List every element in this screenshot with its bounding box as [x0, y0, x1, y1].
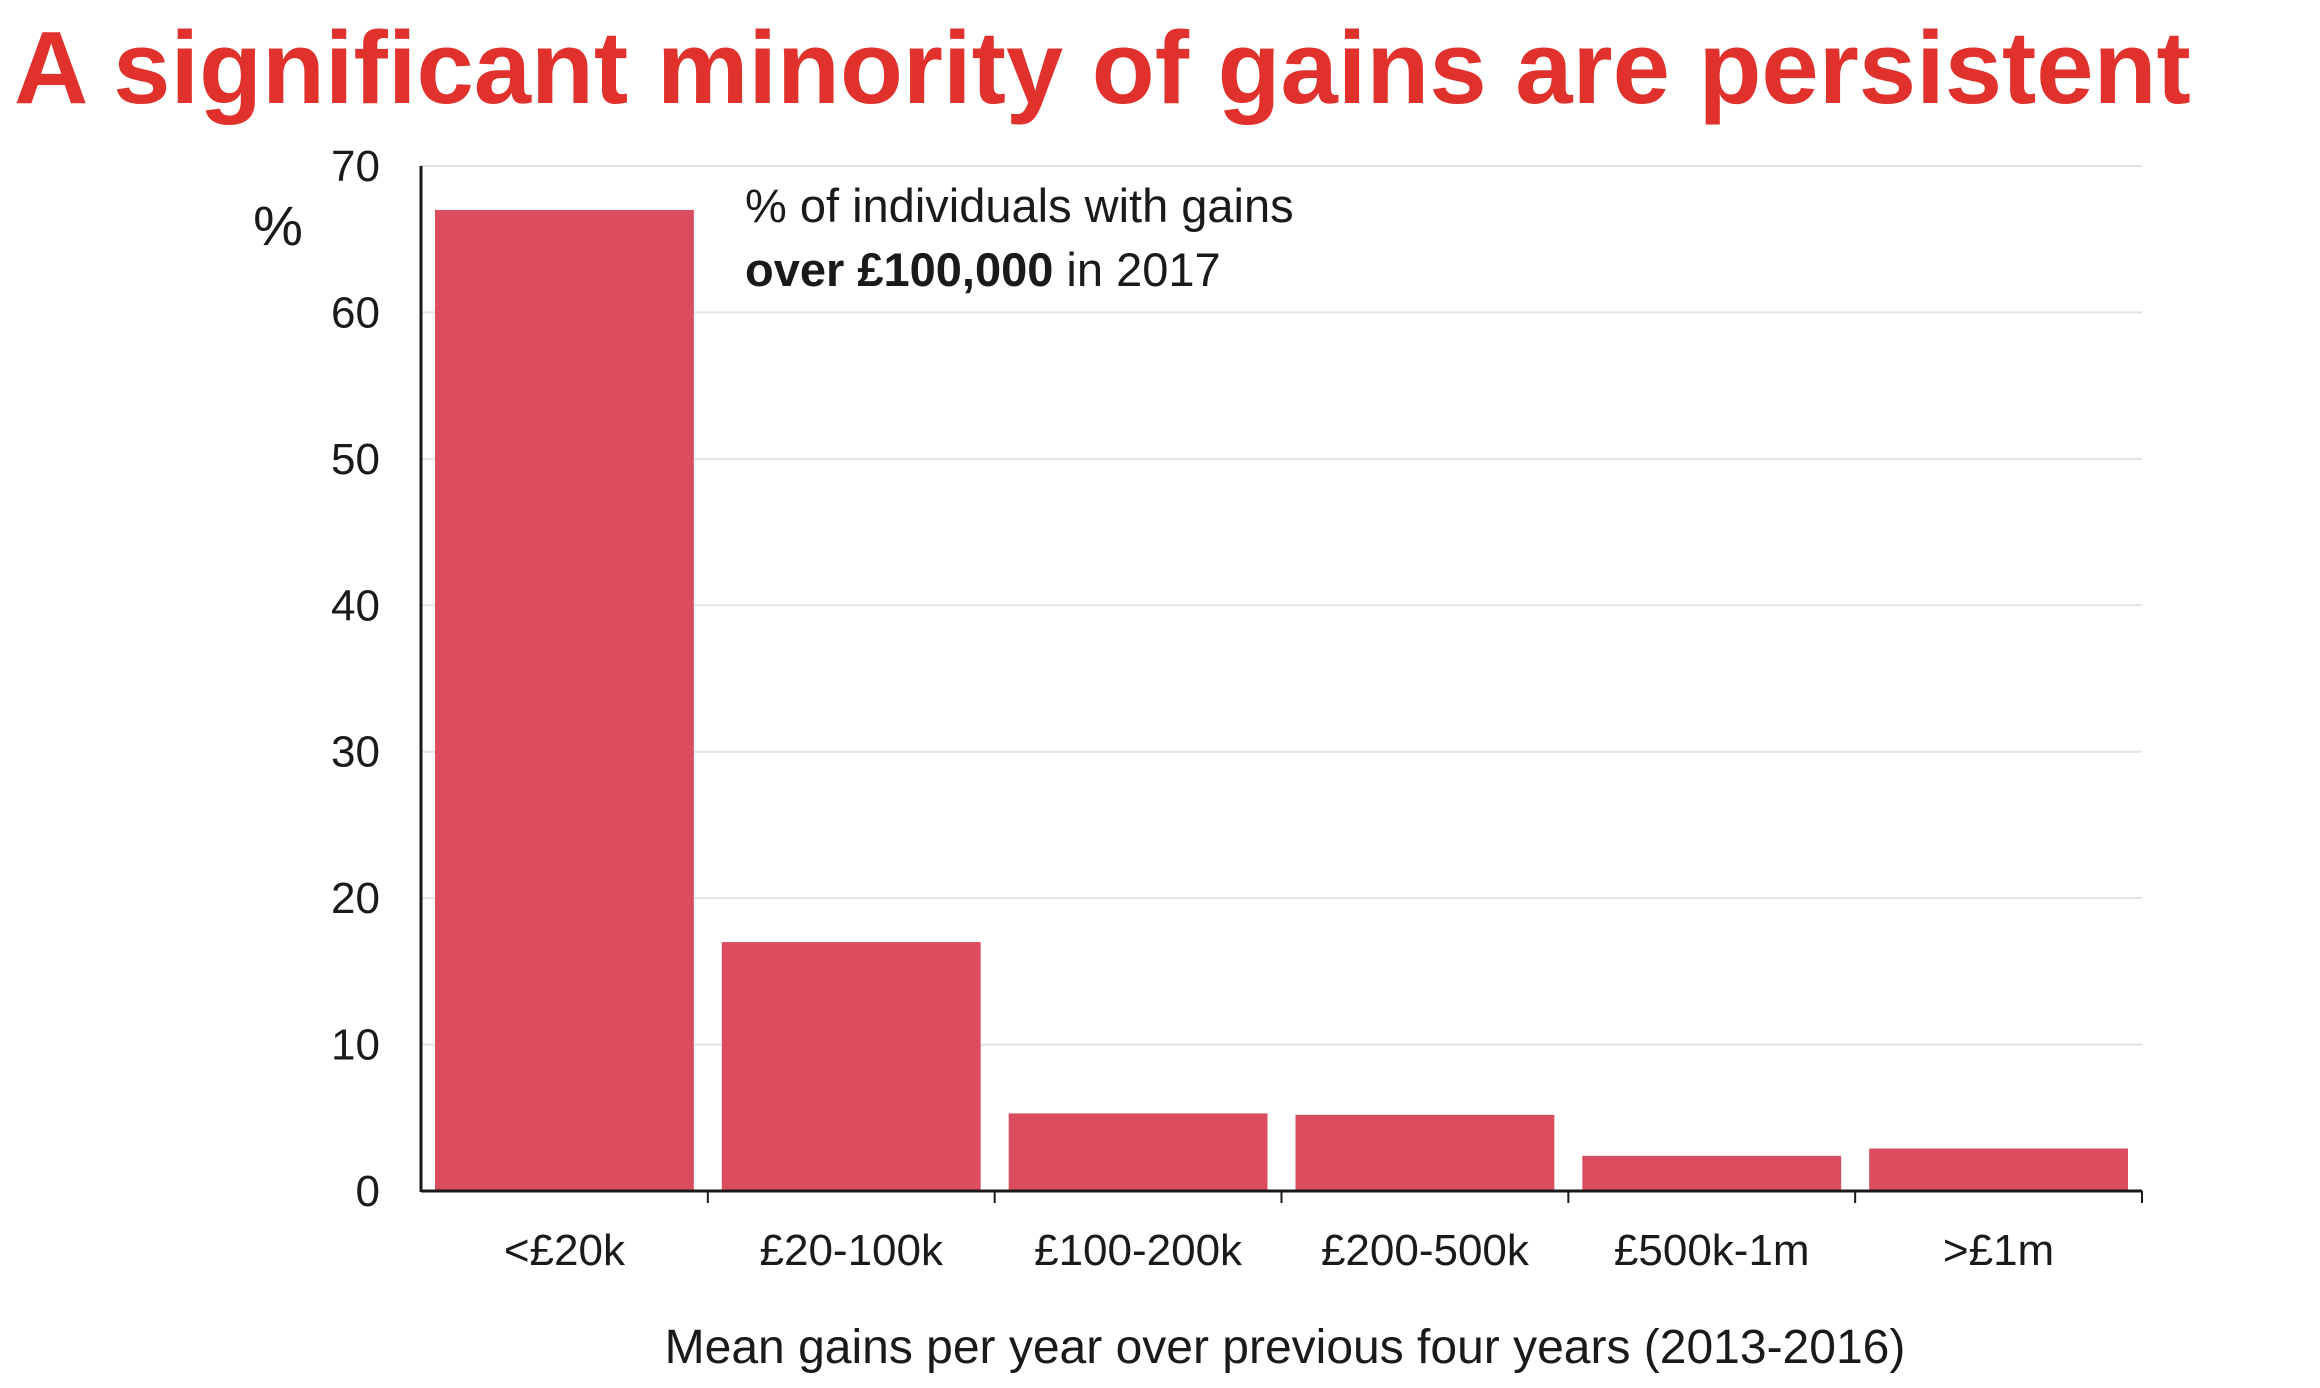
y-tick-label-30: 30 — [331, 728, 380, 777]
annotation-line-1: % of individuals with gains — [745, 179, 1294, 232]
y-tick-labels: 0 10 20 30 40 50 60 70 — [331, 142, 380, 1216]
y-tick-label-20: 20 — [331, 874, 380, 923]
annotation-line-2: over £100,000 in 2017 — [745, 243, 1221, 296]
y-tick-label-60: 60 — [331, 288, 380, 337]
x-axis-title: Mean gains per year over previous four y… — [665, 1321, 1906, 1374]
x-category-label-0: <£20k — [504, 1226, 626, 1275]
gridlines — [421, 165, 2142, 1046]
bar-4 — [1582, 1155, 1842, 1191]
y-tick-label-0: 0 — [356, 1167, 380, 1216]
y-tick-label-40: 40 — [331, 581, 380, 630]
bar-0 — [435, 209, 694, 1191]
bar-3 — [1295, 1114, 1555, 1191]
x-category-label-4: £500k-1m — [1614, 1226, 1810, 1275]
y-axis-label: % — [253, 194, 303, 257]
annotation-bold-text: over £100,000 — [745, 243, 1053, 296]
bar-1 — [721, 942, 981, 1191]
x-category-labels: <£20k £20-100k £100-200k £200-500k £500k-1m >… — [504, 1226, 2054, 1275]
bar-2 — [1008, 1113, 1268, 1191]
y-tick-label-50: 50 — [331, 435, 380, 484]
axes — [419, 166, 2143, 1203]
y-tick-label-10: 10 — [331, 1021, 380, 1070]
x-category-label-2: £100-200k — [1034, 1226, 1243, 1275]
slide-title: A significant minority of gains are pers… — [14, 10, 2191, 125]
y-tick-label-70: 70 — [331, 142, 380, 191]
bar-5 — [1869, 1148, 2128, 1191]
x-category-label-3: £200-500k — [1321, 1226, 1530, 1275]
x-category-label-5: >£1m — [1943, 1226, 2054, 1275]
annotation-year-text: in 2017 — [1053, 243, 1220, 296]
x-category-label-1: £20-100k — [760, 1226, 944, 1275]
bars — [435, 209, 2128, 1191]
